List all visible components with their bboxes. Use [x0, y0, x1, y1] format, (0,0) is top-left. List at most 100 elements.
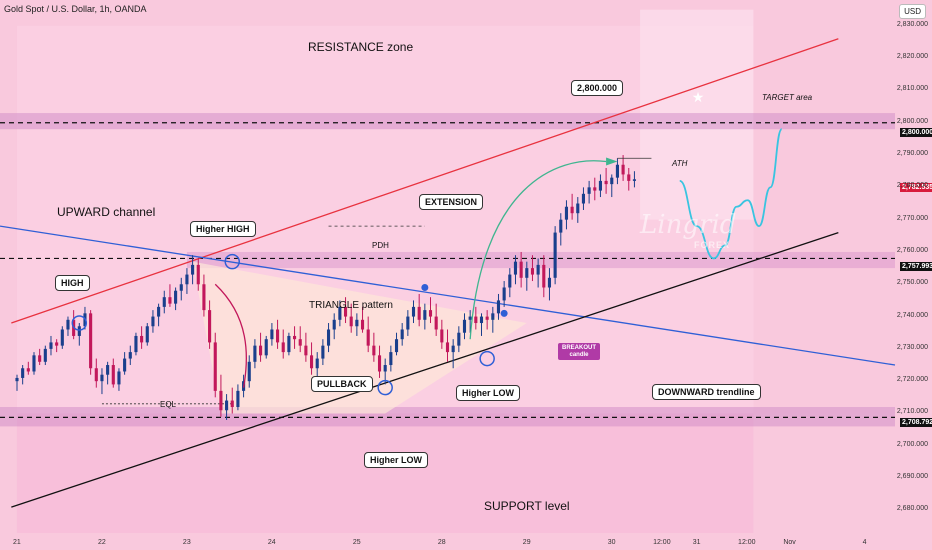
- higher-low-label-1: Higher LOW: [364, 452, 428, 468]
- x-tick-label: 12:00: [738, 539, 756, 546]
- candle-body-46: [276, 329, 280, 343]
- candle-body-79: [462, 319, 467, 333]
- x-tick-label: 28: [437, 539, 446, 546]
- upward-channel-top-line: [11, 38, 839, 324]
- projection-path: [679, 128, 783, 260]
- y-tick-label: 2,700.000: [896, 440, 928, 448]
- pivot-circle-1: [224, 253, 240, 270]
- candle-body-29: [179, 284, 183, 291]
- candle-body-77: [451, 345, 455, 353]
- x-tick-label: 31: [692, 539, 701, 546]
- candle-body-27: [168, 297, 172, 304]
- candle-body-26: [162, 297, 166, 307]
- y-tick-label: 2,720.000: [896, 376, 928, 384]
- candle-body-86: [502, 287, 506, 301]
- candle-body-61: [360, 319, 365, 330]
- y-tick-label: 2,810.000: [896, 85, 928, 93]
- price-tag-2757: 2,757.993: [900, 262, 932, 271]
- pullback-arrow: [214, 283, 248, 388]
- candle-body-18: [117, 371, 121, 385]
- candle-body-82: [479, 316, 484, 324]
- candle-body-52: [309, 355, 314, 369]
- candle-body-17: [111, 365, 115, 385]
- candle-body-105: [610, 177, 614, 185]
- candle-body-23: [145, 326, 149, 343]
- candle-body-9: [66, 319, 70, 330]
- candle-body-90: [525, 268, 529, 278]
- candle-body-32: [196, 264, 200, 285]
- y-tick-label: 2,790.000: [896, 150, 928, 158]
- pivot-circle-3: [479, 350, 495, 367]
- candle-body-100: [581, 193, 586, 204]
- candle-body-99: [576, 203, 580, 214]
- extension-label: EXTENSION: [419, 194, 484, 210]
- support-level-label: SUPPORT level: [484, 499, 570, 513]
- candle-body-11: [77, 326, 81, 336]
- x-tick-label: 29: [522, 539, 531, 546]
- watermark-sub: FOREX: [694, 240, 731, 250]
- candle-body-20: [128, 352, 132, 359]
- candle-body-63: [372, 345, 376, 356]
- candle-body-6: [49, 342, 53, 349]
- candle-body-5: [43, 348, 47, 362]
- candle-body-47: [281, 342, 285, 353]
- pullback-label: PULLBACK: [311, 376, 373, 392]
- candle-body-76: [445, 342, 450, 353]
- candle-body-4: [38, 355, 42, 362]
- candle-body-65: [383, 365, 387, 372]
- x-tick-label: 24: [267, 539, 276, 546]
- resistance-zone: [0, 113, 895, 130]
- y-tick-label: 2,690.000: [896, 473, 928, 481]
- y-tick-label: 2,830.000: [896, 20, 928, 28]
- candle-body-80: [468, 316, 472, 320]
- candle-body-57: [338, 306, 342, 320]
- y-tick-label: 2,820.000: [896, 53, 928, 61]
- candle-body-54: [321, 345, 325, 359]
- y-tick-label: 2,800.000: [896, 117, 928, 125]
- triangle-shading: [192, 261, 527, 414]
- candle-body-69: [406, 316, 410, 330]
- x-tick-label: 30: [607, 539, 616, 546]
- level-2800-tag: 2,800.000: [571, 80, 624, 96]
- candle-body-94: [547, 277, 552, 288]
- pivot-dot-0: [421, 283, 429, 291]
- candle-body-56: [332, 319, 336, 330]
- candle-body-0: [15, 377, 19, 382]
- candle-body-84: [491, 313, 495, 320]
- extension-arrowhead: [606, 157, 618, 166]
- candle-body-88: [513, 261, 518, 275]
- candle-body-55: [326, 329, 331, 346]
- candle-body-31: [191, 264, 195, 275]
- y-tick-label: 2,740.000: [896, 311, 928, 319]
- candle-body-108: [627, 174, 631, 181]
- currency-selector[interactable]: USD: [899, 4, 926, 19]
- candle-body-43: [259, 345, 263, 356]
- candle-body-74: [434, 316, 438, 330]
- support-trendline: [11, 231, 839, 508]
- candle-body-49: [292, 335, 297, 340]
- downward-trendline-label: DOWNWARD trendline: [652, 384, 761, 400]
- candle-body-67: [394, 339, 399, 353]
- higher-low-label-2: Higher LOW: [456, 385, 520, 401]
- eql-label: EQL: [160, 400, 177, 409]
- candle-body-38: [230, 400, 234, 408]
- x-tick-label: 12:00: [653, 539, 671, 546]
- pivot-circle-0: [71, 315, 88, 331]
- x-tick-label: 25: [352, 539, 361, 546]
- y-tick-label: 2,710.000: [896, 408, 928, 416]
- candle-body-109: [632, 179, 636, 181]
- candle-body-13: [89, 313, 93, 369]
- candle-body-14: [94, 368, 98, 382]
- candle-body-8: [60, 329, 64, 346]
- candle-body-101: [587, 187, 591, 194]
- pdh-zone: [186, 251, 896, 269]
- candle-body-22: [140, 335, 144, 343]
- candle-body-107: [621, 164, 625, 175]
- candle-body-42: [253, 345, 257, 362]
- candle-body-81: [474, 316, 478, 324]
- candle-body-97: [564, 206, 569, 220]
- candle-body-87: [508, 274, 512, 288]
- candle-body-83: [485, 316, 489, 320]
- candle-body-50: [298, 339, 302, 346]
